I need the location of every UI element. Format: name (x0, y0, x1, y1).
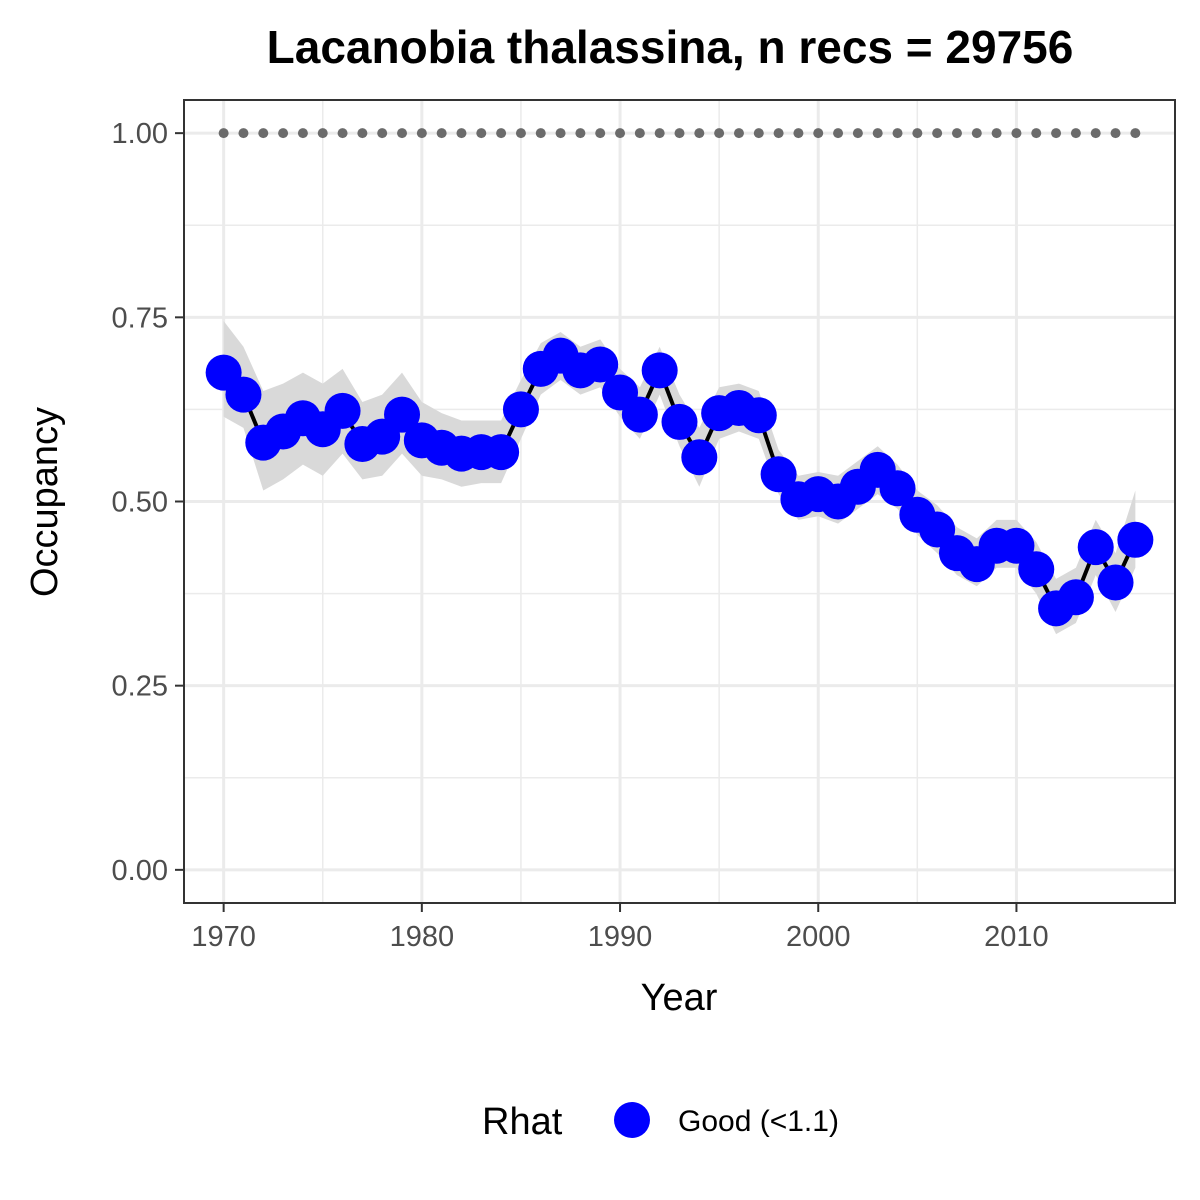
data-point (1117, 521, 1154, 558)
data-point (582, 346, 619, 383)
chart-title: Lacanobia thalassina, n recs = 29756 (267, 21, 1074, 73)
reference-dot (337, 128, 348, 139)
reference-dot (377, 128, 388, 139)
reference-dot (1110, 128, 1121, 139)
reference-dot (615, 128, 626, 139)
x-tick-label: 1970 (191, 921, 256, 953)
data-point (879, 470, 916, 507)
data-point (661, 403, 698, 440)
data-point (919, 511, 956, 548)
data-point (483, 434, 520, 471)
data-point (621, 396, 658, 433)
reference-dot (555, 128, 566, 139)
legend-key-good (614, 1102, 650, 1138)
reference-dot (416, 128, 427, 139)
reference-dot (833, 128, 844, 139)
reference-dot (436, 128, 447, 139)
reference-dot (892, 128, 903, 139)
reference-dot (634, 128, 645, 139)
y-tick-label: 0.75 (112, 302, 168, 334)
data-point (324, 392, 361, 429)
data-point (1018, 551, 1055, 588)
reference-dot (714, 128, 725, 139)
reference-dot (238, 128, 249, 139)
data-point (1097, 564, 1134, 601)
reference-dot (753, 128, 764, 139)
y-axis-ticks: 0.00 0.25 0.50 0.75 1.00 (112, 118, 184, 887)
reference-dot (932, 128, 943, 139)
reference-dot (218, 128, 229, 139)
y-tick-label: 1.00 (112, 118, 168, 150)
reference-dot (654, 128, 665, 139)
reference-dot (456, 128, 467, 139)
reference-dot (278, 128, 289, 139)
data-point (1077, 529, 1114, 566)
reference-dot (357, 128, 368, 139)
reference-dot (397, 128, 408, 139)
reference-dot (1090, 128, 1101, 139)
data-point (998, 527, 1035, 564)
data-point (1057, 579, 1094, 616)
gridlines (184, 100, 1175, 903)
reference-dot (852, 128, 863, 139)
reference-dot (317, 128, 328, 139)
reference-dot (694, 128, 705, 139)
legend-title: Rhat (482, 1101, 563, 1143)
reference-dot (535, 128, 546, 139)
data-points-layer (205, 337, 1154, 627)
legend: Rhat Good (<1.1) (482, 1101, 839, 1143)
credible-interval-layer (223, 321, 1136, 635)
reference-dot (991, 128, 1002, 139)
reference-dot (575, 128, 586, 139)
x-axis-title: Year (641, 977, 718, 1019)
credible-interval-ribbon (223, 321, 1136, 635)
x-tick-label: 1990 (588, 921, 653, 953)
y-tick-label: 0.25 (112, 671, 168, 703)
reference-dot (297, 128, 308, 139)
x-tick-label: 1980 (390, 921, 455, 953)
reference-dot (733, 128, 744, 139)
reference-dot (496, 128, 507, 139)
occupancy-line (222, 353, 1138, 611)
y-axis-title: Occupancy (24, 407, 66, 597)
reference-dot (1051, 128, 1062, 139)
x-tick-label: 2000 (786, 921, 851, 953)
reference-dot (1130, 128, 1141, 139)
reference-dot (1031, 128, 1042, 139)
reference-dot (1011, 128, 1022, 139)
data-point (641, 352, 678, 389)
reference-line-layer (218, 128, 1141, 139)
y-tick-label: 0.50 (112, 487, 168, 519)
reference-dot (515, 128, 526, 139)
reference-dot (951, 128, 962, 139)
reference-dot (674, 128, 685, 139)
x-tick-label: 2010 (984, 921, 1049, 953)
data-point (740, 397, 777, 434)
reference-dot (872, 128, 883, 139)
trend-line-layer (222, 353, 1138, 611)
reference-dot (476, 128, 487, 139)
data-point (681, 439, 718, 476)
reference-dot (595, 128, 606, 139)
reference-dot (793, 128, 804, 139)
reference-dot (1070, 128, 1081, 139)
reference-dot (813, 128, 824, 139)
data-point (502, 391, 539, 428)
reference-dot (912, 128, 923, 139)
data-point (384, 396, 421, 433)
reference-dot (773, 128, 784, 139)
y-tick-label: 0.00 (112, 855, 168, 887)
reference-dot (971, 128, 982, 139)
x-axis-ticks: 1970 1980 1990 2000 2010 (191, 903, 1049, 953)
data-point (760, 456, 797, 493)
data-point (225, 376, 262, 413)
reference-dot (258, 128, 269, 139)
legend-label-good: Good (<1.1) (678, 1105, 839, 1138)
